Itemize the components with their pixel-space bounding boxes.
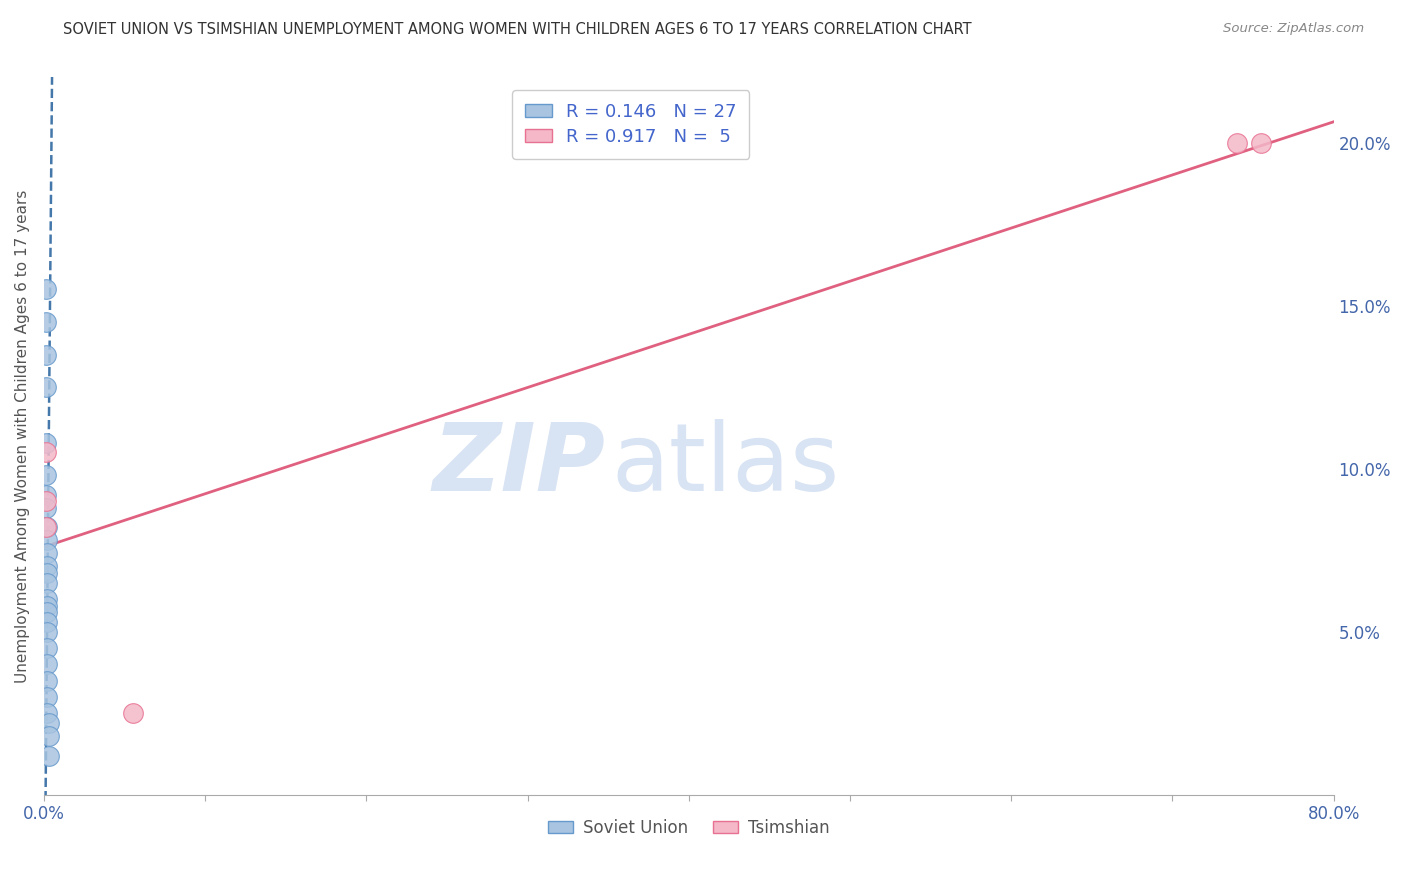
Point xyxy=(34,315,56,329)
Point xyxy=(38,748,60,763)
Point xyxy=(34,435,56,450)
Y-axis label: Unemployment Among Women with Children Ages 6 to 17 years: Unemployment Among Women with Children A… xyxy=(15,189,30,682)
Point xyxy=(37,605,59,619)
Text: SOVIET UNION VS TSIMSHIAN UNEMPLOYMENT AMONG WOMEN WITH CHILDREN AGES 6 TO 17 YE: SOVIET UNION VS TSIMSHIAN UNEMPLOYMENT A… xyxy=(63,22,972,37)
Legend: Soviet Union, Tsimshian: Soviet Union, Tsimshian xyxy=(541,813,837,844)
Text: ZIP: ZIP xyxy=(432,418,605,511)
Point xyxy=(38,716,60,731)
Point xyxy=(121,706,143,721)
Point xyxy=(34,380,56,394)
Point xyxy=(34,500,56,515)
Text: Source: ZipAtlas.com: Source: ZipAtlas.com xyxy=(1223,22,1364,36)
Point xyxy=(37,690,59,704)
Text: atlas: atlas xyxy=(612,418,839,511)
Point xyxy=(38,729,60,743)
Point xyxy=(37,575,59,590)
Point xyxy=(37,615,59,629)
Point xyxy=(34,488,56,502)
Point xyxy=(37,640,59,655)
Point xyxy=(37,546,59,560)
Point xyxy=(1250,136,1272,150)
Point xyxy=(37,624,59,639)
Point xyxy=(37,520,59,534)
Point xyxy=(37,599,59,613)
Point xyxy=(37,706,59,721)
Point xyxy=(34,445,56,459)
Point xyxy=(37,657,59,672)
Point xyxy=(37,559,59,574)
Point xyxy=(37,673,59,688)
Point xyxy=(34,347,56,361)
Point xyxy=(34,520,56,534)
Point xyxy=(34,282,56,296)
Point xyxy=(34,494,56,508)
Point xyxy=(1226,136,1249,150)
Point xyxy=(34,468,56,483)
Point xyxy=(37,566,59,580)
Point xyxy=(37,592,59,607)
Point xyxy=(37,533,59,548)
